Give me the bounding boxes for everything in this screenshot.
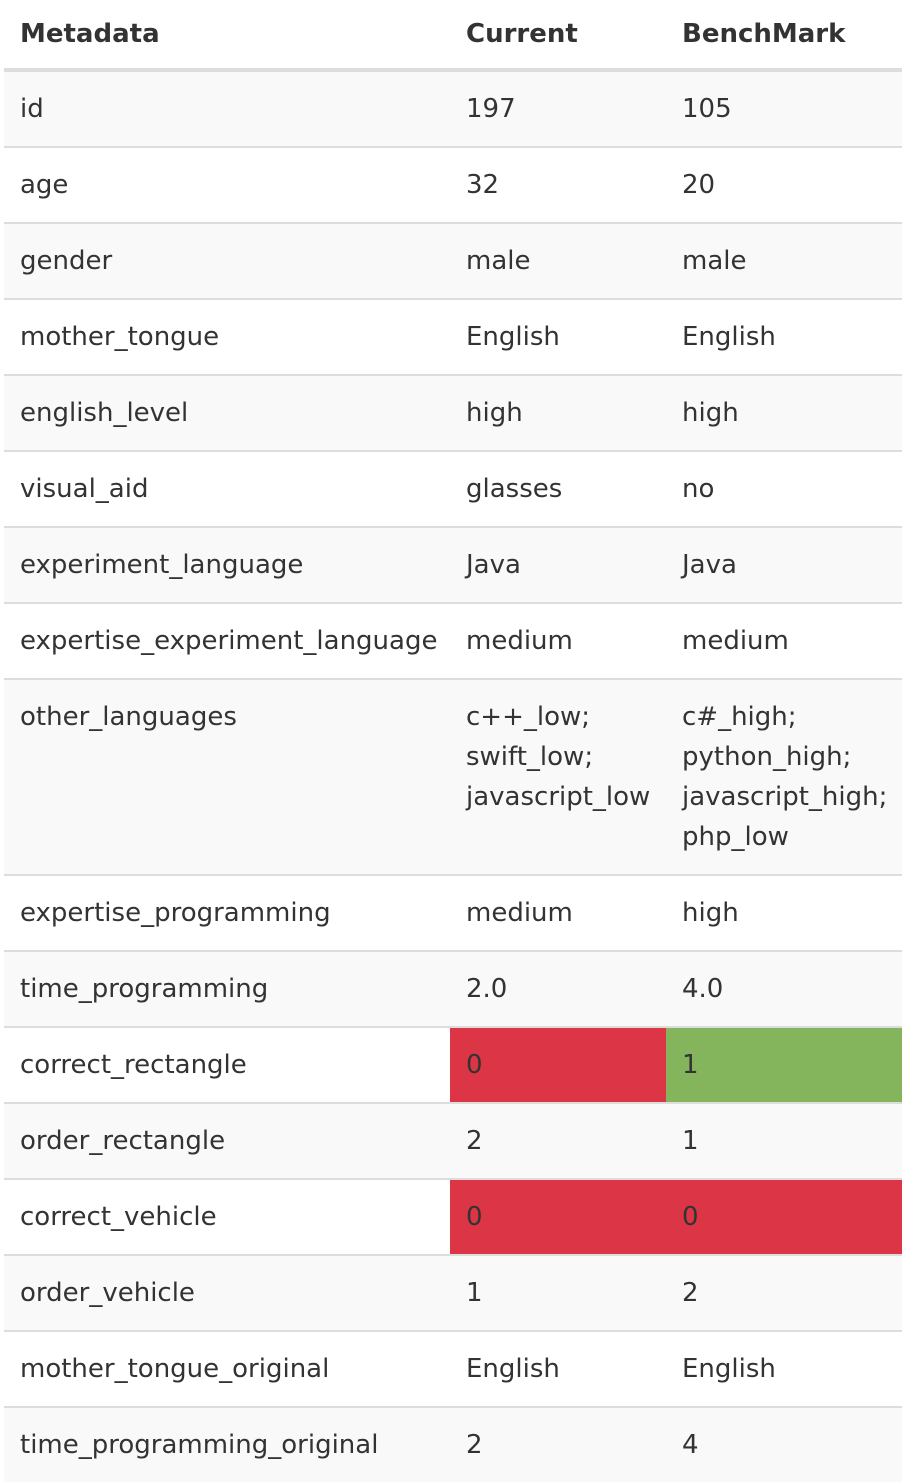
metadata-key-cell: order_rectangle	[4, 1102, 450, 1179]
current-value-cell: male	[450, 222, 666, 299]
benchmark-value-cell: high	[666, 374, 902, 451]
header-benchmark: BenchMark	[666, 0, 902, 72]
current-value-cell: 32	[450, 146, 666, 223]
benchmark-value-cell: 20	[666, 146, 902, 223]
current-value-cell: c++_low; swift_low; javascript_low	[450, 678, 666, 875]
current-value-cell: English	[450, 1330, 666, 1407]
metadata-key-cell: order_vehicle	[4, 1254, 450, 1331]
benchmark-value-cell: medium	[666, 602, 902, 679]
table-row: time_programming 2.0 4.0	[4, 950, 902, 1027]
current-value-line: javascript_low	[466, 782, 651, 812]
benchmark-value-cell: Java	[666, 526, 902, 603]
current-value-cell: 0	[450, 1178, 666, 1255]
benchmark-value-cell: c#_high; python_high; javascript_high; php_…	[666, 678, 902, 875]
metadata-key-cell: correct_vehicle	[4, 1178, 450, 1255]
header-metadata: Metadata	[4, 0, 450, 72]
metadata-key-cell: other_languages	[4, 678, 450, 875]
table-row: experiment_language Java Java	[4, 526, 902, 603]
benchmark-value-cell: English	[666, 1330, 902, 1407]
metadata-key-cell: mother_tongue_original	[4, 1330, 450, 1407]
metadata-key-cell: correct_rectangle	[4, 1026, 450, 1103]
benchmark-value-line: javascript_high;	[682, 782, 888, 812]
metadata-key-cell: id	[4, 70, 450, 147]
current-value-cell: 197	[450, 70, 666, 147]
benchmark-value-cell: 105	[666, 70, 902, 147]
current-value-cell: glasses	[450, 450, 666, 527]
current-value-line: c++_low;	[466, 702, 591, 732]
table-row: other_languages c++_low; swift_low;javascr…	[4, 678, 902, 875]
benchmark-value-cell: male	[666, 222, 902, 299]
metadata-key-cell: time_programming	[4, 950, 450, 1027]
benchmark-value-cell: 4	[666, 1406, 902, 1482]
comparison-table: Metadata Current BenchMark id 197 105 age 32…	[4, 0, 902, 1482]
table-row: mother_tongue English English	[4, 298, 902, 375]
benchmark-value-cell: English	[666, 298, 902, 375]
benchmark-value-line: c#_high;	[682, 702, 797, 732]
current-value-cell: Java	[450, 526, 666, 603]
table-row: age 32 20	[4, 146, 902, 223]
table-row: expertise_programming medium high	[4, 874, 902, 951]
current-value-cell: 1	[450, 1254, 666, 1331]
table-row: gender male male	[4, 222, 902, 299]
benchmark-value-cell: 1	[666, 1102, 902, 1179]
metadata-key-cell: visual_aid	[4, 450, 450, 527]
metadata-key-cell: expertise_experiment_language	[4, 602, 450, 679]
current-value-cell: medium	[450, 602, 666, 679]
current-value-cell: 0	[450, 1026, 666, 1103]
benchmark-value-line: python_high;	[682, 742, 852, 772]
metadata-key-cell: expertise_programming	[4, 874, 450, 951]
benchmark-value-cell: 1	[666, 1026, 902, 1103]
benchmark-value-cell: high	[666, 874, 902, 951]
table-row: correct_vehicle 0 0	[4, 1178, 902, 1255]
metadata-key-cell: english_level	[4, 374, 450, 451]
metadata-key-cell: time_programming_original	[4, 1406, 450, 1482]
metadata-key-cell: mother_tongue	[4, 298, 450, 375]
metadata-key-cell: age	[4, 146, 450, 223]
metadata-key-cell: experiment_language	[4, 526, 450, 603]
table-header-row: Metadata Current BenchMark	[4, 0, 902, 72]
header-current: Current	[450, 0, 666, 72]
current-value-cell: 2.0	[450, 950, 666, 1027]
benchmark-value-cell: no	[666, 450, 902, 527]
current-value-cell: medium	[450, 874, 666, 951]
table-row: english_level high high	[4, 374, 902, 451]
current-value-cell: 2	[450, 1406, 666, 1482]
current-value-cell: 2	[450, 1102, 666, 1179]
metadata-key-cell: gender	[4, 222, 450, 299]
benchmark-value-line: php_low	[682, 822, 789, 852]
table-row: order_vehicle 1 2	[4, 1254, 902, 1331]
table-row: mother_tongue_original English English	[4, 1330, 902, 1407]
benchmark-value-cell: 4.0	[666, 950, 902, 1027]
current-value-line: swift_low;	[466, 742, 594, 772]
benchmark-value-cell: 2	[666, 1254, 902, 1331]
table-row: correct_rectangle 0 1	[4, 1026, 902, 1103]
current-value-cell: English	[450, 298, 666, 375]
table-row: id 197 105	[4, 70, 902, 147]
table-row: expertise_experiment_language medium mediu…	[4, 602, 902, 679]
table-row: order_rectangle 2 1	[4, 1102, 902, 1179]
table-body: id 197 105 age 32 20 gender male male mother_tong…	[4, 70, 902, 1482]
table-row: time_programming_original 2 4	[4, 1406, 902, 1482]
table-row: visual_aid glasses no	[4, 450, 902, 527]
current-value-cell: high	[450, 374, 666, 451]
metadata-comparison-table: Metadata Current BenchMark id 197 105 age 32…	[4, 0, 902, 1482]
benchmark-value-cell: 0	[666, 1178, 902, 1255]
